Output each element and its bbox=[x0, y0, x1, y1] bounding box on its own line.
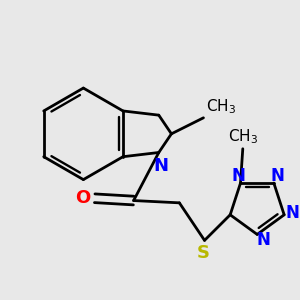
Text: N: N bbox=[285, 204, 299, 222]
Text: N: N bbox=[154, 157, 169, 175]
Text: N: N bbox=[271, 167, 285, 185]
Text: N: N bbox=[232, 167, 246, 185]
Text: CH$_3$: CH$_3$ bbox=[206, 98, 236, 116]
Text: N: N bbox=[256, 231, 270, 249]
Text: S: S bbox=[196, 244, 209, 262]
Text: O: O bbox=[76, 189, 91, 207]
Text: CH$_3$: CH$_3$ bbox=[228, 128, 258, 146]
